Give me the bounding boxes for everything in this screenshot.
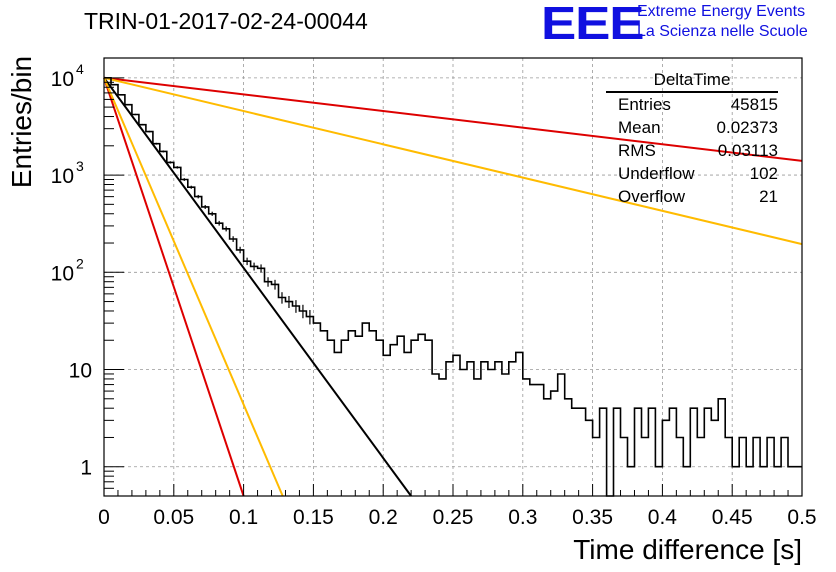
x-tick-label: 0.2 bbox=[369, 506, 398, 529]
y-tick-label: 1 bbox=[80, 457, 92, 480]
fit-line bbox=[103, 76, 803, 246]
stats-value: 0.03113 bbox=[717, 141, 778, 160]
data-series bbox=[103, 76, 803, 497]
histogram-series bbox=[104, 77, 802, 497]
x-tick-label: 0.45 bbox=[712, 506, 753, 529]
y-axis-label: Entries/bin bbox=[6, 55, 37, 189]
stats-row: Overflow 21 bbox=[606, 185, 778, 208]
stats-value: 102 bbox=[749, 164, 778, 183]
stats-label: Entries bbox=[618, 95, 671, 114]
y-tick-label: 10 bbox=[69, 360, 92, 383]
stats-value: 45815 bbox=[730, 95, 778, 114]
stats-box: DeltaTime Entries 45815 Mean 0.02373 RMS 0.… bbox=[606, 70, 778, 208]
chart-title: TRIN-01-2017-02-24-00044 bbox=[84, 8, 368, 34]
grid-lines bbox=[104, 58, 802, 496]
fit-line bbox=[103, 77, 412, 497]
tick-labels: 0 0.05 0.1 0.15 0.2 0.25 0.3 0.35 0.4 0.45 0.5 1 10 1… bbox=[51, 61, 817, 529]
y-tick-label: 10 bbox=[51, 165, 74, 188]
stats-value: 0.02373 bbox=[716, 118, 778, 137]
x-tick-label: 0.05 bbox=[153, 506, 194, 529]
logo-text-line1: Extreme Energy Events bbox=[637, 3, 806, 20]
x-tick-label: 0.15 bbox=[293, 506, 334, 529]
fit-line bbox=[103, 77, 245, 497]
stats-label: RMS bbox=[618, 141, 656, 160]
fit-line bbox=[103, 76, 803, 162]
eee-logo: EEE bbox=[541, 0, 645, 49]
y-tick-label: 10 bbox=[51, 68, 74, 91]
stats-row: Entries 45815 bbox=[606, 93, 778, 116]
y-tick-exponent: 3 bbox=[76, 158, 84, 174]
stats-row: Underflow 102 bbox=[606, 162, 778, 185]
stats-row: Mean 0.02373 bbox=[606, 116, 778, 139]
x-tick-label: 0 bbox=[98, 506, 110, 529]
stats-label: Underflow bbox=[618, 164, 695, 183]
x-tick-label: 0.1 bbox=[229, 506, 258, 529]
x-axis-label: Time difference [s] bbox=[573, 534, 802, 565]
y-tick-exponent: 2 bbox=[76, 255, 84, 271]
x-tick-label: 0.4 bbox=[648, 506, 678, 529]
stats-title: DeltaTime bbox=[606, 70, 778, 93]
axis-ticks bbox=[103, 77, 803, 497]
stats-row: RMS 0.03113 bbox=[606, 139, 778, 162]
x-tick-label: 0.25 bbox=[433, 506, 474, 529]
fit-line bbox=[103, 77, 284, 497]
logo-text-line2: La Scienza nelle Scuole bbox=[637, 23, 808, 40]
y-tick-label: 10 bbox=[51, 262, 74, 285]
x-tick-label: 0.5 bbox=[787, 506, 816, 529]
x-tick-label: 0.35 bbox=[572, 506, 613, 529]
x-tick-label: 0.3 bbox=[508, 506, 537, 529]
stats-label: Mean bbox=[618, 118, 661, 137]
y-tick-exponent: 4 bbox=[76, 61, 84, 77]
stats-value: 21 bbox=[759, 187, 778, 206]
stats-label: Overflow bbox=[618, 187, 686, 206]
